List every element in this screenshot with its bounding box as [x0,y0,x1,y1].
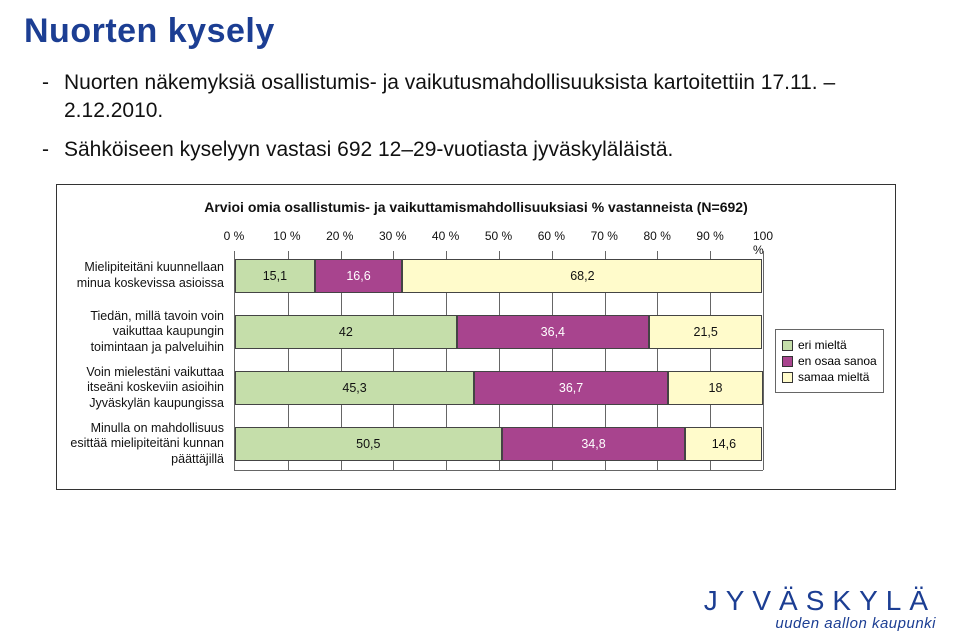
legend-label: eri mieltä [798,338,847,352]
bar-row: 15,1 16,6 68,2 [235,259,763,293]
plot-area-wrapper: 0 % 10 % 20 % 30 % 40 % 50 % 60 % 70 % 8… [234,229,763,471]
x-tick: 90 % [696,229,723,243]
bar-segment: 34,8 [502,427,686,461]
bar-segment: 15,1 [235,259,315,293]
footer-tagline: uuden aallon kaupunki [704,615,936,632]
legend-label: samaa mieltä [798,370,869,384]
bullet-item: Sähköiseen kyselyyn vastasi 692 12–29-vu… [42,136,936,164]
bar-segment: 42 [235,315,457,349]
x-tick: 30 % [379,229,406,243]
category-label: Mielipiteitäni kuunnellaan minua koskevi… [69,259,234,293]
category-labels: Mielipiteitäni kuunnellaan minua koskevi… [69,229,234,471]
bar-segment: 50,5 [235,427,502,461]
footer-logo: JYVÄSKYLÄ uuden aallon kaupunki [704,585,936,632]
bar-segment: 36,4 [457,315,649,349]
legend-box: eri mieltä en osaa sanoa samaa mieltä [775,329,884,393]
legend-item: eri mieltä [782,338,877,352]
x-tick: 50 % [485,229,512,243]
axis-spacer [69,229,234,251]
bar-segment: 14,6 [685,427,762,461]
bar-segment: 68,2 [402,259,762,293]
x-tick: 0 % [224,229,245,243]
bar-segment: 21,5 [649,315,763,349]
x-tick: 60 % [538,229,565,243]
bar-row: 45,3 36,7 18 [235,371,763,405]
legend-item: en osaa sanoa [782,354,877,368]
legend-swatch [782,340,793,351]
legend-swatch [782,372,793,383]
bar-row: 42 36,4 21,5 [235,315,763,349]
chart-body: Mielipiteitäni kuunnellaan minua koskevi… [69,229,883,471]
category-label: Voin mielestäni vaikuttaa itseäni koskev… [69,371,234,405]
chart-container: Arvioi omia osallistumis- ja vaikuttamis… [56,184,896,490]
bullet-item: Nuorten näkemyksiä osallistumis- ja vaik… [42,69,936,126]
legend-label: en osaa sanoa [798,354,877,368]
legend-swatch [782,356,793,367]
x-tick: 10 % [273,229,300,243]
page-title: Nuorten kysely [24,12,936,51]
x-tick: 20 % [326,229,353,243]
category-label: Minulla on mahdollisuus esittää mielipit… [69,427,234,461]
x-axis: 0 % 10 % 20 % 30 % 40 % 50 % 60 % 70 % 8… [234,229,763,251]
category-label: Tiedän, millä tavoin voin vaikuttaa kaup… [69,315,234,349]
plot-area: 15,1 16,6 68,2 42 36,4 21,5 45,3 36,7 18 [234,251,763,471]
footer-city: JYVÄSKYLÄ [704,585,936,617]
gridline [763,251,764,470]
bar-segment: 16,6 [315,259,403,293]
axis-spacer [775,229,883,251]
x-tick: 70 % [591,229,618,243]
x-tick: 80 % [644,229,671,243]
legend: eri mieltä en osaa sanoa samaa mieltä [763,229,883,471]
slide-page: Nuorten kysely Nuorten näkemyksiä osalli… [0,0,960,644]
bar-segment: 18 [668,371,763,405]
x-tick: 40 % [432,229,459,243]
bullet-list: Nuorten näkemyksiä osallistumis- ja vaik… [42,69,936,164]
chart-title: Arvioi omia osallistumis- ja vaikuttamis… [69,199,883,215]
bar-row: 50,5 34,8 14,6 [235,427,763,461]
legend-item: samaa mieltä [782,370,877,384]
bar-segment: 45,3 [235,371,474,405]
bar-segment: 36,7 [474,371,668,405]
